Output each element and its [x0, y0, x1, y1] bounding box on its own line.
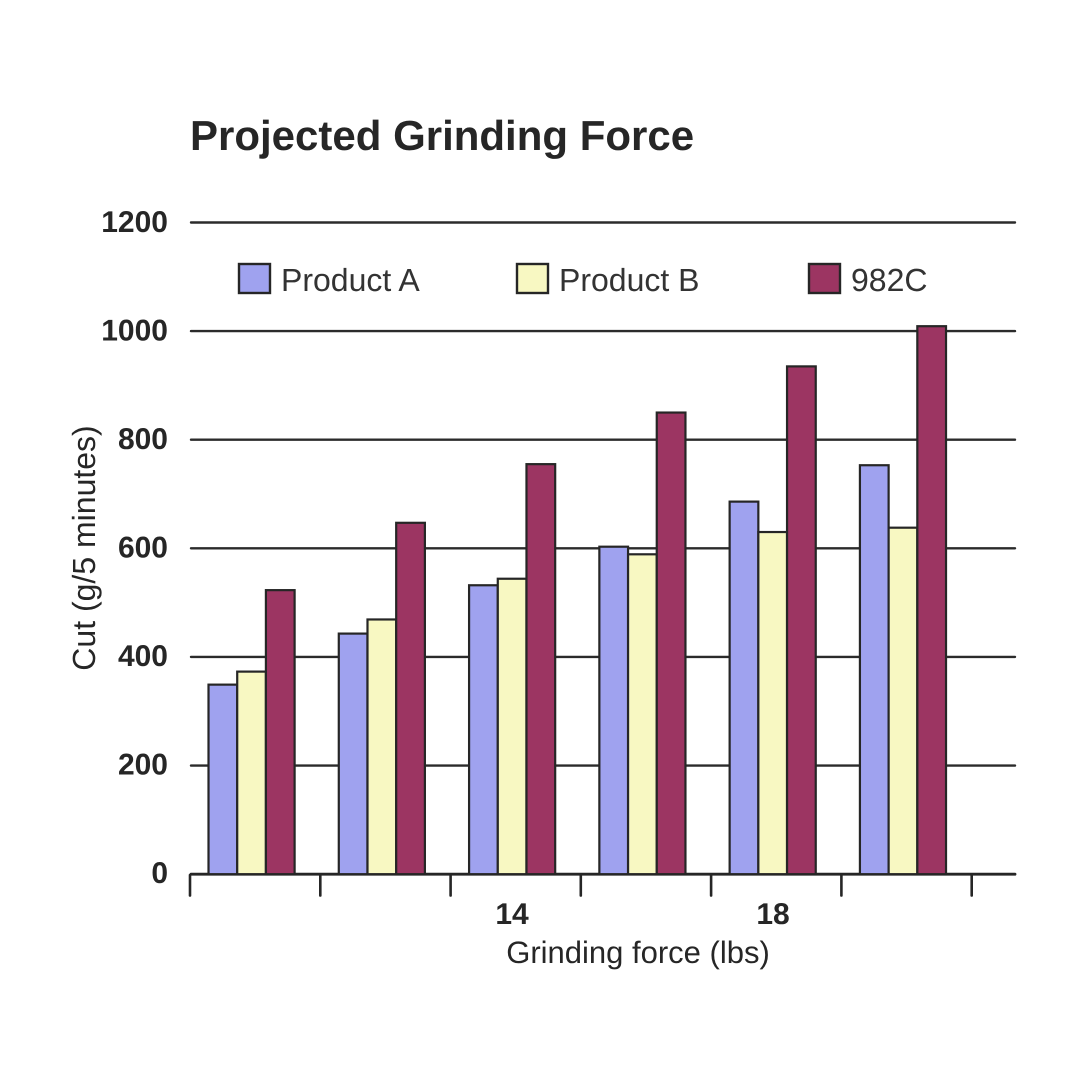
svg-text:Product B: Product B	[559, 262, 700, 298]
svg-text:600: 600	[118, 532, 168, 565]
svg-text:800: 800	[118, 423, 168, 456]
svg-text:Cut (g/5 minutes): Cut (g/5 minutes)	[66, 425, 102, 670]
svg-text:Product A: Product A	[281, 262, 420, 298]
svg-text:Projected Grinding Force: Projected Grinding Force	[190, 112, 694, 159]
svg-text:1000: 1000	[101, 315, 168, 348]
svg-text:18: 18	[756, 898, 789, 931]
svg-text:982C: 982C	[851, 262, 928, 298]
svg-text:14: 14	[495, 898, 529, 931]
svg-text:1200: 1200	[101, 206, 168, 239]
svg-text:400: 400	[118, 640, 168, 673]
svg-text:200: 200	[118, 749, 168, 782]
svg-text:Grinding force (lbs): Grinding force (lbs)	[506, 935, 770, 970]
svg-text:0: 0	[151, 857, 168, 890]
